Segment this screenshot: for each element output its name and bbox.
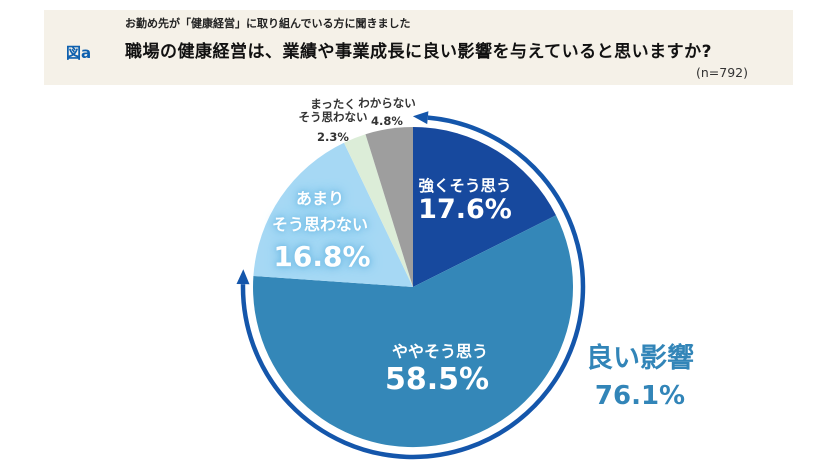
- pie-slice-not_really: [253, 142, 413, 287]
- arc-arrowhead-top: [412, 111, 429, 125]
- sample-size-label: (n=792): [696, 65, 749, 80]
- arc-arrowhead-left: [236, 269, 250, 285]
- figure-number-label: 図a: [66, 44, 92, 62]
- figure-header: 図a お勤め先が「健康経営」に取り組んでいる方に聞きました 職場の健康経営は、業…: [44, 10, 793, 85]
- pie-slice-strongly: [413, 127, 556, 287]
- pie-slice-somewhat: [253, 215, 574, 448]
- good-influence-arc: [240, 115, 586, 460]
- pie-slice-not_at_all: [344, 134, 413, 287]
- pie-slice-dont_know: [365, 126, 413, 287]
- survey-note: お勤め先が「健康経営」に取り組んでいる方に聞きました: [125, 17, 411, 30]
- chart-title: 職場の健康経営は、業績や事業成長に良い影響を与えていると思いますか?: [125, 42, 713, 62]
